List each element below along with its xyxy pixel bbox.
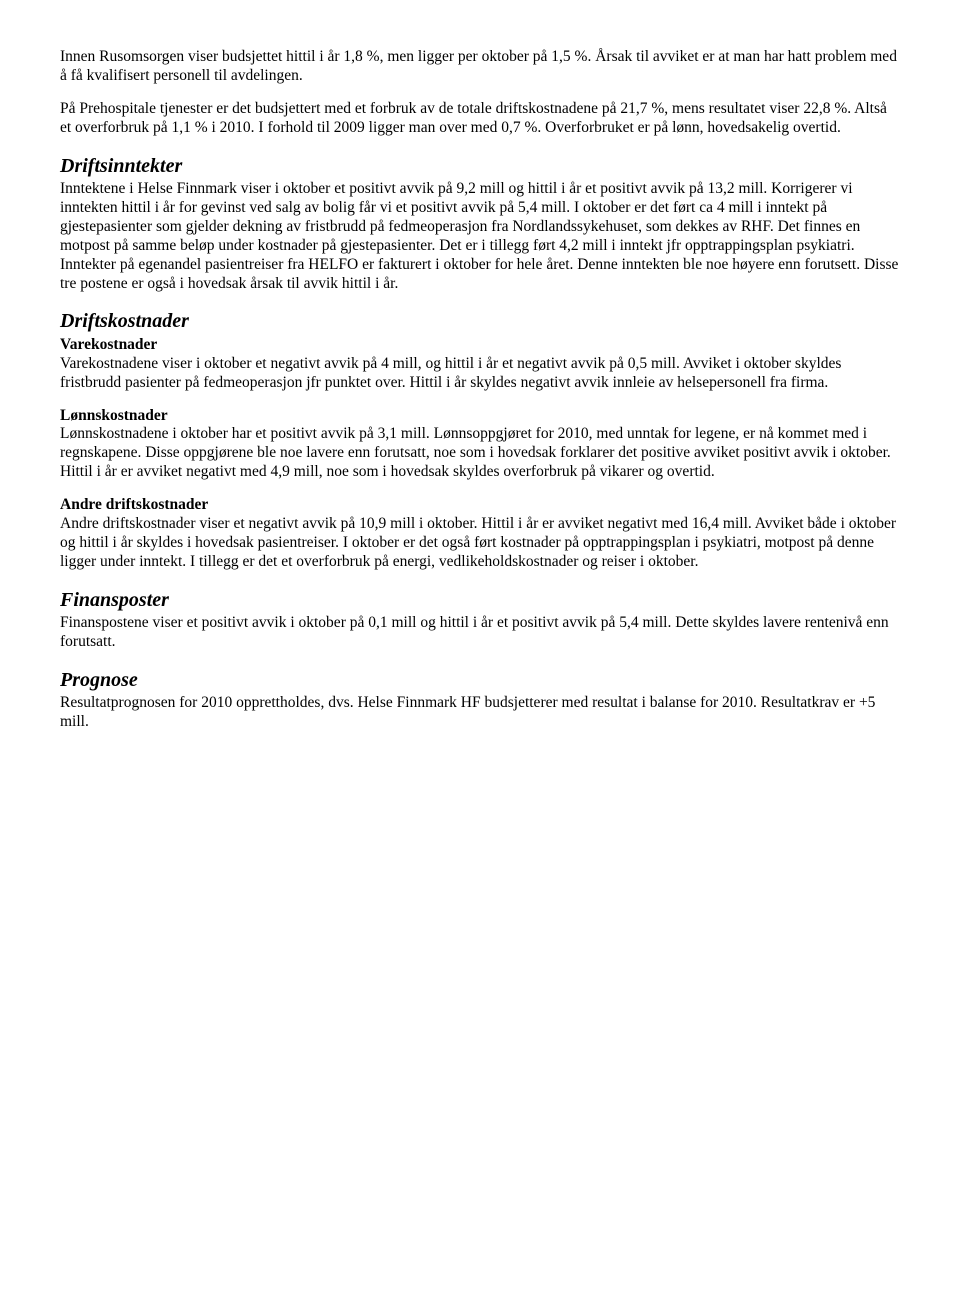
lonnskostnader-paragraph-1: Lønnskostnadene i oktober har et positiv… <box>60 425 900 463</box>
subheading-andre-driftskostnader: Andre driftskostnader <box>60 496 900 515</box>
section-andre-driftskostnader: Andre driftskostnader Andre driftskostna… <box>60 496 900 572</box>
heading-finansposter: Finansposter <box>60 588 900 612</box>
heading-prognose: Prognose <box>60 668 900 692</box>
section-varekostnader: Varekostnader Varekostnadene viser i okt… <box>60 336 900 393</box>
subheading-varekostnader: Varekostnader <box>60 336 900 355</box>
section-lonnskostnader: Lønnskostnader Lønnskostnadene i oktober… <box>60 407 900 483</box>
heading-driftsinntekter: Driftsinntekter <box>60 154 900 178</box>
lonnskostnader-paragraph-2: Hittil i år er avviket negativt med 4,9 … <box>60 463 900 482</box>
heading-driftskostnader: Driftskostnader <box>60 309 900 333</box>
subheading-lonnskostnader: Lønnskostnader <box>60 407 900 426</box>
varekostnader-paragraph: Varekostnadene viser i oktober et negati… <box>60 355 900 393</box>
driftsinntekter-paragraph: Inntektene i Helse Finnmark viser i okto… <box>60 180 900 293</box>
andre-driftskostnader-paragraph: Andre driftskostnader viser et negativt … <box>60 515 900 572</box>
prognose-paragraph: Resultatprognosen for 2010 opprettholdes… <box>60 694 900 732</box>
finansposter-paragraph: Finanspostene viser et positivt avvik i … <box>60 614 900 652</box>
intro-paragraph-1: Innen Rusomsorgen viser budsjettet hitti… <box>60 48 900 86</box>
intro-paragraph-2: På Prehospitale tjenester er det budsjet… <box>60 100 900 138</box>
